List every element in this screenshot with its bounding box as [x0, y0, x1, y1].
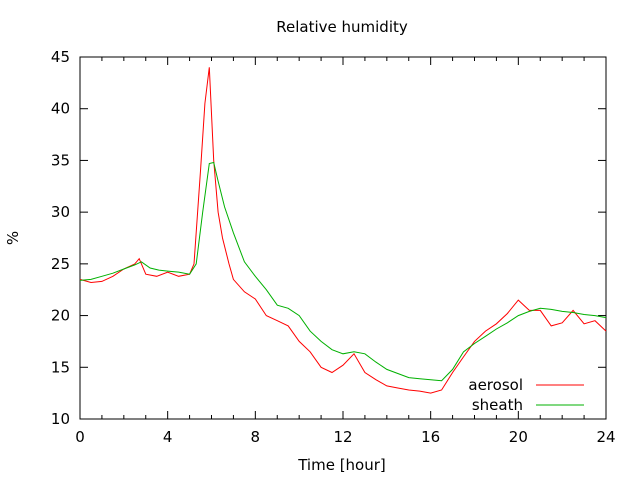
x-tick-label: 16	[421, 428, 440, 446]
series-lines	[79, 67, 607, 394]
minor-ticks	[101, 57, 585, 419]
x-tick-label: 20	[509, 428, 528, 446]
y-tick-label: 40	[51, 100, 70, 118]
y-axis-label: %	[4, 231, 22, 245]
x-tick-label: 12	[333, 428, 352, 446]
x-axis-label: Time [hour]	[297, 456, 386, 474]
major-ticks	[79, 56, 607, 420]
legend-label-aerosol: aerosol	[468, 376, 523, 394]
y-tick-labels: 10 15 20 25 30 35 40 45	[51, 48, 70, 428]
y-tick-label: 30	[51, 203, 70, 221]
y-tick-label: 45	[51, 48, 70, 66]
x-tick-label: 0	[75, 428, 85, 446]
series-line-sheath	[79, 161, 607, 382]
x-tick-labels: 0 4 8 12 16 20 24	[75, 428, 615, 446]
x-tick-label: 4	[163, 428, 173, 446]
y-tick-label: 15	[51, 358, 70, 376]
y-tick-label: 10	[51, 410, 70, 428]
legend-label-sheath: sheath	[472, 396, 523, 414]
series-line-aerosol	[79, 67, 607, 394]
y-tick-label: 20	[51, 307, 70, 325]
chart-title: Relative humidity	[276, 18, 408, 36]
legend: aerosol sheath	[468, 376, 584, 414]
y-tick-label: 25	[51, 255, 70, 273]
x-tick-label: 8	[251, 428, 261, 446]
x-tick-label: 24	[596, 428, 615, 446]
y-tick-label: 35	[51, 151, 70, 169]
